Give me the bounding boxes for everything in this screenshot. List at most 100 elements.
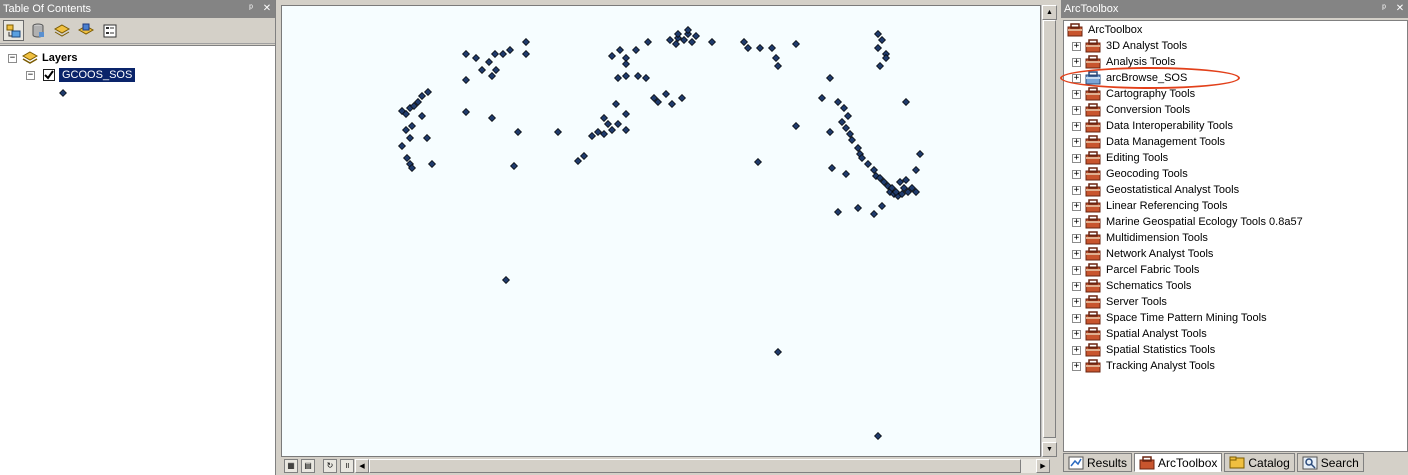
toolbox-item[interactable]: + Cartography Tools: [1072, 86, 1195, 102]
map-point[interactable]: [510, 162, 518, 170]
map-point[interactable]: [554, 128, 562, 136]
map-point[interactable]: [472, 54, 480, 62]
map-point[interactable]: [414, 98, 422, 106]
expand-icon[interactable]: +: [1072, 328, 1081, 339]
tab-search[interactable]: Search: [1296, 453, 1364, 472]
map-point[interactable]: [612, 100, 620, 108]
map-point[interactable]: [622, 110, 630, 118]
horizontal-scroll-thumb[interactable]: [369, 459, 1021, 473]
toolbox-item[interactable]: + Multidimension Tools: [1072, 230, 1208, 246]
map-point[interactable]: [654, 98, 662, 106]
expand-icon[interactable]: +: [1072, 184, 1081, 195]
map-point[interactable]: [614, 74, 622, 82]
map-point[interactable]: [423, 134, 431, 142]
map-point[interactable]: [874, 44, 882, 52]
map-point[interactable]: [902, 98, 910, 106]
map-point[interactable]: [902, 176, 910, 184]
list-by-visibility-icon[interactable]: [51, 20, 72, 41]
expand-icon[interactable]: +: [1072, 88, 1081, 99]
map-point[interactable]: [402, 126, 410, 134]
list-by-source-icon[interactable]: [27, 20, 48, 41]
map-point[interactable]: [580, 152, 588, 160]
map-point[interactable]: [828, 164, 836, 172]
map-point[interactable]: [502, 276, 510, 284]
toolbox-item[interactable]: + Editing Tools: [1072, 150, 1168, 166]
map-point[interactable]: [485, 58, 493, 66]
map-point[interactable]: [616, 46, 624, 54]
map-point[interactable]: [410, 102, 418, 110]
map-point[interactable]: [826, 128, 834, 136]
map-point[interactable]: [406, 134, 414, 142]
map-point[interactable]: [792, 40, 800, 48]
map-point[interactable]: [864, 160, 872, 168]
map-point[interactable]: [492, 66, 500, 74]
map-point[interactable]: [600, 114, 608, 122]
layer-row-gcoos-sos[interactable]: − GCOOS_SOS: [26, 67, 136, 83]
toolbox-item[interactable]: + Conversion Tools: [1072, 102, 1190, 118]
map-point[interactable]: [874, 432, 882, 440]
map-point[interactable]: [634, 72, 642, 80]
map-point[interactable]: [604, 120, 612, 128]
expand-icon[interactable]: +: [1072, 216, 1081, 227]
map-point[interactable]: [880, 178, 888, 186]
toolbox-item[interactable]: + Schematics Tools: [1072, 278, 1191, 294]
expand-icon[interactable]: +: [1072, 152, 1081, 163]
toolbox-item[interactable]: + Geocoding Tools: [1072, 166, 1188, 182]
map-point[interactable]: [754, 158, 762, 166]
map-point[interactable]: [462, 108, 470, 116]
expand-icon[interactable]: +: [1072, 40, 1081, 51]
pin-icon[interactable]: ᵖ: [1382, 3, 1386, 14]
map-point[interactable]: [876, 62, 884, 70]
map-point[interactable]: [792, 122, 800, 130]
map-point[interactable]: [834, 98, 842, 106]
map-point[interactable]: [499, 50, 507, 58]
scroll-down-icon[interactable]: ▼: [1042, 442, 1057, 457]
map-point[interactable]: [842, 124, 850, 132]
map-point[interactable]: [740, 38, 748, 46]
expand-icon[interactable]: +: [1072, 56, 1081, 67]
map-point[interactable]: [854, 144, 862, 152]
map-point[interactable]: [846, 130, 854, 138]
map-point[interactable]: [870, 210, 878, 218]
collapse-icon[interactable]: −: [8, 52, 17, 63]
toolbox-item[interactable]: + Linear Referencing Tools: [1072, 198, 1227, 214]
expand-icon[interactable]: +: [1072, 312, 1081, 323]
map-point[interactable]: [848, 136, 856, 144]
expand-icon[interactable]: +: [1072, 264, 1081, 275]
map-point[interactable]: [882, 54, 890, 62]
map-point[interactable]: [842, 170, 850, 178]
map-point[interactable]: [912, 188, 920, 196]
map-point[interactable]: [888, 184, 896, 192]
map-point[interactable]: [608, 52, 616, 60]
layer-visibility-checkbox[interactable]: [43, 69, 55, 81]
map-point[interactable]: [688, 38, 696, 46]
toolbox-item[interactable]: + Server Tools: [1072, 294, 1167, 310]
map-view[interactable]: [281, 5, 1041, 457]
scroll-left-icon[interactable]: ◀: [355, 459, 369, 473]
scroll-up-icon[interactable]: ▲: [1042, 5, 1057, 20]
map-point[interactable]: [506, 46, 514, 54]
map-point[interactable]: [692, 32, 700, 40]
map-point[interactable]: [878, 36, 886, 44]
map-point[interactable]: [614, 120, 622, 128]
map-point[interactable]: [632, 46, 640, 54]
expand-icon[interactable]: +: [1072, 296, 1081, 307]
map-point[interactable]: [644, 38, 652, 46]
map-point[interactable]: [892, 188, 900, 196]
map-point[interactable]: [844, 112, 852, 120]
list-by-drawing-order-icon[interactable]: [3, 20, 24, 41]
map-point[interactable]: [708, 38, 716, 46]
pin-icon[interactable]: ᵖ: [249, 3, 253, 14]
expand-icon[interactable]: +: [1072, 232, 1081, 243]
data-view-icon[interactable]: ▤: [301, 459, 315, 473]
map-point[interactable]: [870, 166, 878, 174]
layer-name[interactable]: GCOOS_SOS: [59, 68, 136, 82]
options-icon[interactable]: [99, 20, 120, 41]
layout-view-icon[interactable]: ▦: [284, 459, 298, 473]
map-point[interactable]: [858, 154, 866, 162]
expand-icon[interactable]: +: [1072, 120, 1081, 131]
map-point[interactable]: [418, 112, 426, 120]
map-point[interactable]: [774, 62, 782, 70]
map-point[interactable]: [522, 38, 530, 46]
toolbox-item[interactable]: + Marine Geospatial Ecology Tools 0.8a57: [1072, 214, 1303, 230]
